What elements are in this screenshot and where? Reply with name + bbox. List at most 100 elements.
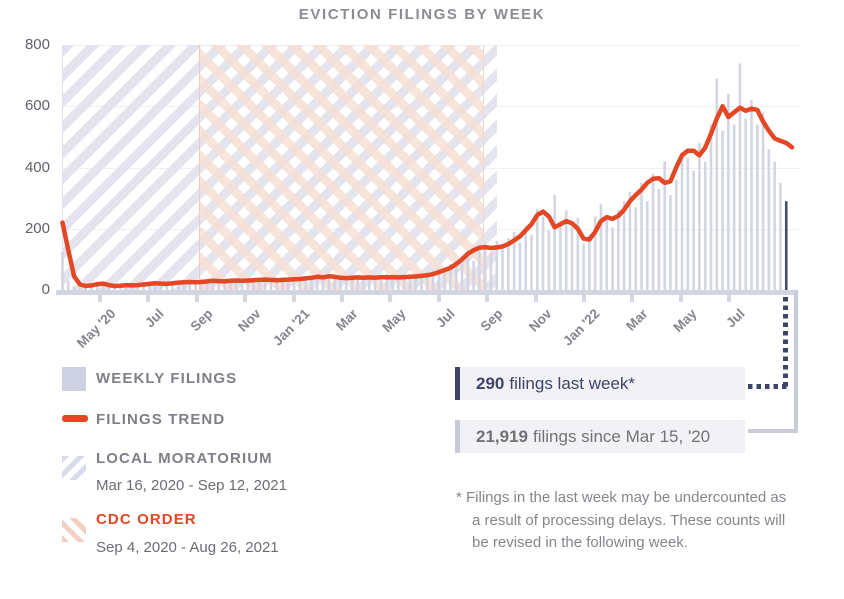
weekly-bar	[263, 277, 267, 290]
weekly-bar	[200, 281, 203, 290]
weekly-bar	[709, 124, 713, 291]
weekly-bar	[640, 182, 643, 290]
x-tick-mark	[630, 295, 635, 302]
weekly-bar	[130, 286, 134, 290]
y-tick-label: 800	[24, 36, 50, 53]
weekly-bar	[524, 225, 527, 290]
weekly-bar	[674, 179, 678, 290]
x-tick-mark	[340, 295, 344, 302]
weekly-filings-swatch-icon	[62, 367, 86, 391]
total-filings-callout: 21,919 filings since Mar 15, '20	[455, 420, 745, 453]
x-tick-mark	[485, 295, 490, 302]
weekly-bar	[732, 124, 736, 291]
weekly-bar	[593, 216, 597, 290]
weekly-bar	[136, 285, 140, 290]
weekly-bar	[727, 94, 730, 290]
weekly-bar	[738, 63, 742, 291]
weekly-bar	[721, 130, 724, 290]
last-week-connector-dotted-horizontal	[748, 384, 788, 389]
last-week-connector-dotted	[783, 297, 788, 389]
weekly-bar	[101, 284, 105, 290]
weekly-bar	[188, 280, 192, 290]
weekly-bar	[304, 279, 307, 290]
weekly-bar	[95, 283, 99, 290]
weekly-bar	[518, 242, 522, 290]
footnote-marker: *	[456, 489, 462, 506]
weekly-bar	[327, 274, 331, 290]
weekly-bar	[269, 280, 273, 290]
cdc-order-swatch-icon	[62, 518, 86, 542]
weekly-bar	[449, 263, 452, 290]
weekly-bar	[356, 278, 360, 290]
weekly-bar	[90, 286, 93, 290]
weekly-bar	[605, 219, 609, 290]
legend-local-moratorium-label: LOCAL MORATORIUM	[96, 450, 273, 467]
y-tick-label: 200	[24, 219, 50, 237]
weekly-bar	[287, 278, 290, 290]
weekly-bar	[315, 274, 319, 290]
weekly-bar	[425, 271, 429, 291]
weekly-bar	[512, 231, 516, 290]
weekly-bar	[431, 270, 435, 290]
weekly-bar	[628, 192, 632, 290]
weekly-bar	[420, 275, 423, 290]
weekly-bar	[153, 282, 157, 290]
weekly-bar	[368, 277, 371, 290]
weekly-bar	[437, 267, 441, 290]
weekly-bar	[333, 276, 336, 290]
weekly-bar	[530, 234, 533, 291]
weekly-bar	[258, 279, 261, 290]
weekly-bar	[292, 279, 296, 290]
weekly-bar	[61, 251, 64, 290]
weekly-bar	[617, 210, 620, 291]
footnote: * Filings in the last week may be underc…	[456, 487, 790, 555]
weekly-bar	[310, 276, 313, 290]
weekly-bar	[454, 260, 458, 290]
weekly-bar	[165, 283, 169, 290]
last-week-bar	[784, 201, 788, 290]
weekly-bar	[478, 244, 481, 290]
weekly-bar	[541, 216, 545, 290]
weekly-bar	[588, 234, 591, 291]
last-week-callout: 290 filings last week*	[455, 367, 745, 400]
weekly-bar	[466, 250, 470, 290]
legend-weekly-filings-label: WEEKLY FILINGS	[96, 370, 238, 387]
weekly-bar	[443, 272, 446, 290]
weekly-bar	[321, 278, 325, 290]
x-tick-mark	[533, 295, 538, 302]
weekly-bar	[397, 275, 400, 290]
weekly-bar	[634, 207, 638, 290]
weekly-bar	[350, 275, 354, 290]
weekly-bar	[252, 282, 255, 290]
weekly-bar	[669, 195, 672, 290]
weekly-bar	[495, 241, 499, 290]
weekly-bar	[373, 274, 377, 290]
weekly-bar	[275, 278, 279, 290]
weekly-bar	[657, 188, 661, 290]
weekly-bar	[211, 282, 215, 290]
weekly-bar	[622, 201, 626, 290]
x-tick-mark	[678, 295, 683, 302]
weekly-bar	[692, 170, 695, 290]
y-tick-label: 600	[24, 97, 50, 115]
weekly-bar	[715, 78, 719, 290]
weekly-bar	[391, 277, 394, 290]
weekly-bar	[72, 286, 76, 290]
last-week-value: 290	[476, 373, 505, 393]
weekly-bar	[582, 244, 585, 290]
weekly-bar	[680, 152, 684, 290]
weekly-bar	[472, 260, 475, 290]
weekly-bar	[744, 118, 748, 290]
weekly-bar	[559, 221, 562, 290]
legend-cdc-order-dates: Sep 4, 2020 - Aug 26, 2021	[96, 539, 279, 556]
weekly-bar	[779, 182, 782, 290]
weekly-bar	[564, 210, 568, 291]
weekly-bar	[570, 227, 574, 290]
weekly-bar	[240, 281, 244, 290]
weekly-bar	[344, 277, 348, 290]
local-moratorium-swatch-icon	[62, 456, 86, 480]
weekly-bar	[489, 251, 493, 290]
footnote-text: Filings in the last week may be undercou…	[466, 489, 787, 551]
